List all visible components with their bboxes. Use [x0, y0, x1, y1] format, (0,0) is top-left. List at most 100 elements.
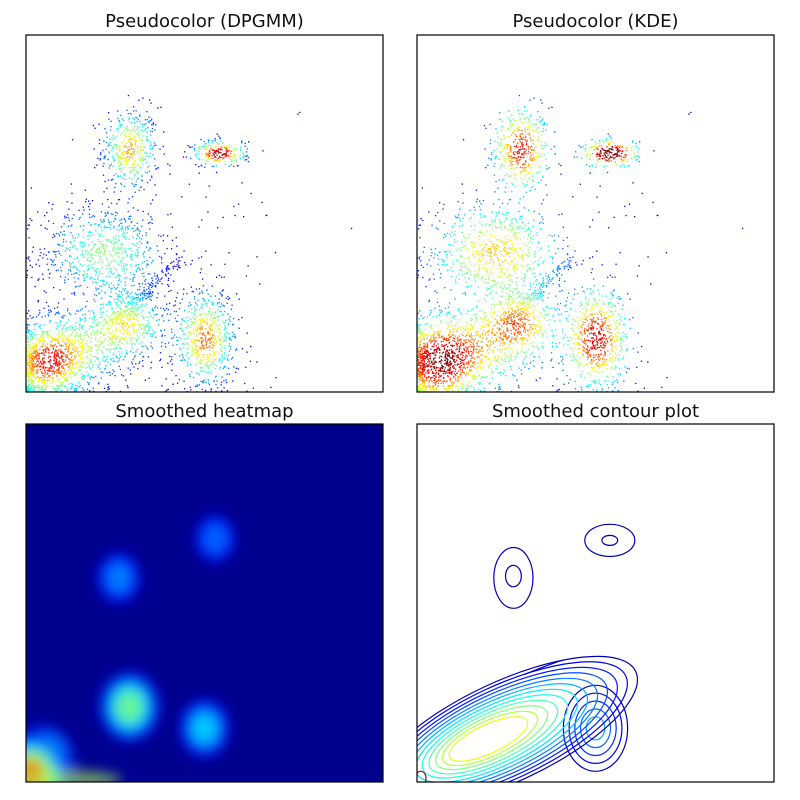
- scatter-point: [143, 318, 145, 320]
- scatter-point: [199, 309, 201, 311]
- scatter-point: [41, 385, 43, 387]
- scatter-point: [485, 269, 487, 271]
- scatter-point: [230, 146, 233, 148]
- scatter-point: [533, 97, 535, 99]
- scatter-point: [120, 126, 122, 128]
- scatter-point: [197, 355, 199, 357]
- scatter-point: [67, 363, 69, 365]
- scatter-point: [239, 157, 241, 159]
- scatter-point: [60, 316, 63, 318]
- scatter-point: [55, 254, 57, 256]
- scatter-point: [26, 370, 29, 372]
- scatter-point: [180, 359, 182, 361]
- scatter-point: [133, 331, 136, 333]
- scatter-point: [76, 372, 79, 374]
- scatter-point: [151, 199, 154, 201]
- scatter-point: [499, 143, 501, 145]
- scatter-point: [511, 164, 513, 166]
- scatter-point: [201, 145, 203, 148]
- scatter-point: [43, 253, 45, 255]
- scatter-point: [77, 277, 79, 279]
- scatter-point: [553, 145, 555, 148]
- scatter-point: [514, 263, 516, 265]
- scatter-point: [204, 163, 207, 165]
- scatter-point: [498, 198, 500, 201]
- scatter-point: [145, 139, 147, 141]
- scatter-point: [98, 224, 100, 226]
- scatter-point: [62, 338, 65, 340]
- scatter-point: [140, 328, 142, 331]
- scatter-point: [126, 226, 128, 228]
- scatter-point: [118, 119, 121, 122]
- scatter-point: [136, 121, 138, 123]
- scatter-point: [233, 333, 235, 336]
- scatter-point: [42, 377, 45, 380]
- scatter-point: [100, 243, 102, 245]
- scatter-point: [184, 261, 186, 264]
- scatter-point: [44, 348, 46, 351]
- scatter-point: [525, 118, 527, 120]
- scatter-point: [191, 312, 193, 314]
- scatter-point: [109, 371, 111, 374]
- scatter-point: [135, 269, 137, 272]
- scatter-point: [512, 123, 514, 126]
- scatter-point: [109, 358, 111, 360]
- scatter-point: [138, 267, 140, 269]
- scatter-point: [534, 146, 536, 148]
- scatter-point: [223, 380, 225, 382]
- scatter-point: [209, 338, 211, 340]
- scatter-point: [155, 336, 157, 338]
- scatter-point: [463, 237, 465, 239]
- scatter-point: [501, 240, 503, 243]
- scatter-point: [76, 385, 78, 387]
- scatter-point: [455, 215, 457, 217]
- scatter-point: [275, 377, 277, 379]
- scatter-point: [114, 288, 117, 290]
- scatter-point: [91, 200, 94, 202]
- scatter-point: [244, 145, 246, 147]
- scatter-point: [85, 198, 87, 200]
- scatter-point: [99, 235, 101, 238]
- scatter-point: [219, 148, 222, 150]
- scatter-point: [141, 157, 143, 160]
- scatter-point: [141, 123, 144, 125]
- scatter-point: [110, 126, 112, 128]
- scatter-point: [134, 307, 137, 309]
- scatter-point: [202, 334, 204, 336]
- scatter-point: [198, 165, 200, 168]
- scatter-point: [155, 282, 157, 284]
- scatter-point: [507, 129, 509, 131]
- scatter-point: [151, 335, 153, 337]
- scatter-point: [222, 304, 225, 307]
- scatter-point: [32, 364, 34, 366]
- scatter-point: [88, 260, 91, 262]
- scatter-point: [55, 346, 58, 348]
- scatter-point: [201, 158, 203, 161]
- scatter-point: [76, 249, 78, 251]
- scatter-point: [132, 328, 135, 330]
- scatter-point: [131, 361, 133, 363]
- scatter-point: [44, 371, 47, 374]
- scatter-point: [48, 375, 50, 378]
- scatter-point: [126, 323, 128, 325]
- scatter-point: [213, 352, 215, 354]
- scatter-point: [167, 268, 169, 270]
- scatter-point: [137, 312, 139, 315]
- scatter-point: [225, 326, 227, 328]
- scatter-point: [526, 180, 528, 183]
- scatter-point: [202, 320, 204, 323]
- scatter-point: [191, 290, 193, 292]
- scatter-point: [179, 327, 181, 330]
- scatter-point: [479, 235, 481, 237]
- scatter-point: [557, 247, 559, 250]
- scatter-point: [537, 131, 539, 133]
- scatter-point: [429, 278, 431, 280]
- scatter-point: [130, 255, 132, 258]
- scatter-point: [126, 306, 128, 308]
- scatter-point: [110, 254, 112, 256]
- scatter-point: [40, 345, 42, 348]
- scatter-point: [246, 332, 248, 334]
- scatter-point: [108, 349, 110, 351]
- scatter-point: [528, 254, 530, 257]
- scatter-point: [551, 256, 554, 258]
